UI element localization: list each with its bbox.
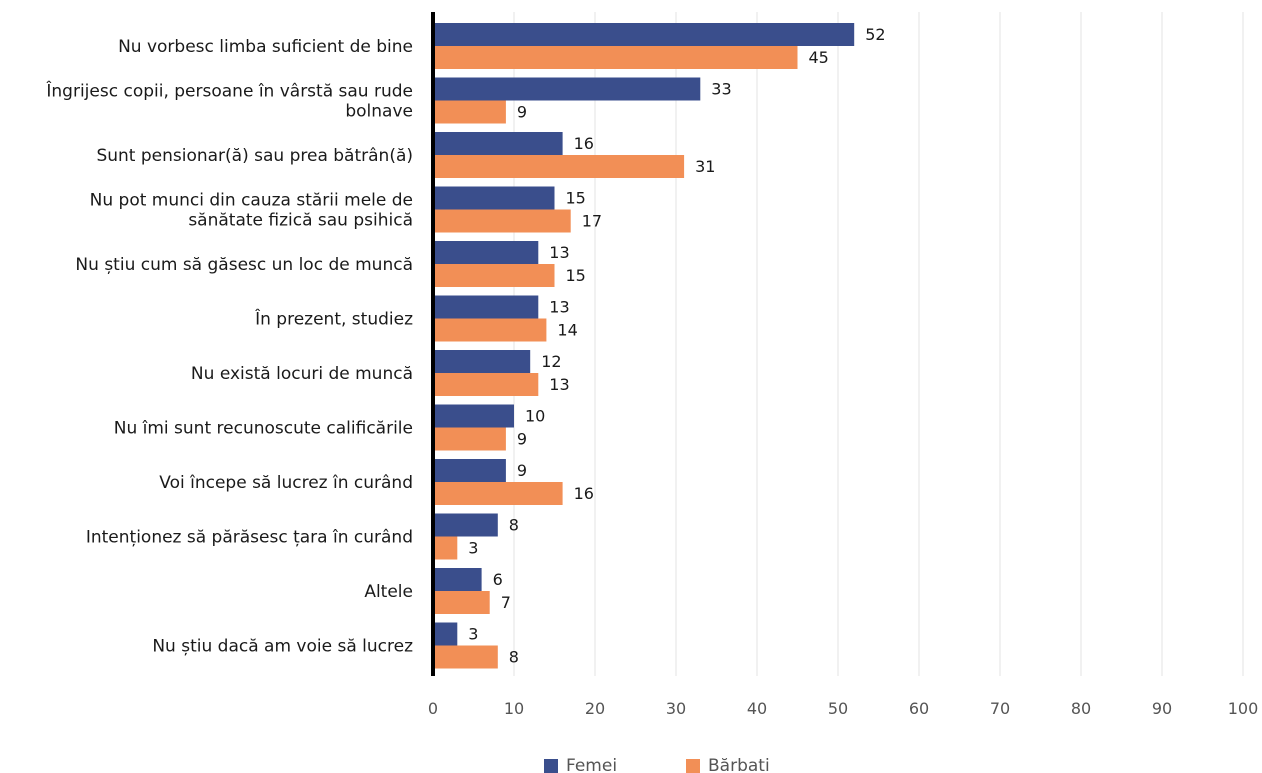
bar-femei (433, 459, 506, 482)
x-tick-label: 50 (828, 699, 848, 718)
data-label: 33 (711, 80, 731, 99)
data-label: 6 (493, 570, 503, 589)
data-label: 3 (468, 539, 478, 558)
bar-barbati (433, 373, 539, 396)
bar-femei (433, 568, 482, 591)
data-label: 12 (541, 352, 561, 371)
bar-barbati (433, 645, 498, 669)
bar-femei (433, 295, 539, 319)
x-tick-label: 60 (909, 699, 929, 718)
bars (433, 23, 855, 669)
bar-barbati (433, 318, 547, 342)
x-tick-label: 80 (1071, 699, 1091, 718)
category-label: Nu pot munci din cauza stării mele de săn… (90, 191, 413, 231)
bar-femei (433, 132, 563, 155)
category-label: Îngrijesc copii, persoane în vârstă sau … (45, 80, 413, 122)
bar-femei (433, 622, 458, 646)
data-label: 8 (509, 516, 519, 535)
bar-barbati (433, 46, 798, 69)
legend-label: Bărbati (708, 756, 770, 773)
data-label: 13 (549, 375, 569, 394)
data-label: 17 (582, 212, 602, 231)
bar-femei (433, 350, 531, 373)
bar-barbati (433, 155, 685, 178)
category-labels: Nu vorbesc limba suficient de bine Îngrij… (45, 37, 413, 657)
category-label: Nu știu dacă am voie să lucrez (152, 637, 413, 657)
data-label: 10 (525, 407, 545, 426)
x-axis-ticks: 0 10 20 30 40 50 60 70 80 90 100 (428, 699, 1258, 718)
data-label: 15 (566, 266, 586, 285)
data-label: 8 (509, 648, 519, 667)
category-label: Nu știu cum să găsesc un loc de muncă (75, 255, 413, 275)
data-label: 13 (549, 243, 569, 262)
bar-barbati (433, 427, 506, 451)
category-label: Voi începe să lucrez în curând (159, 473, 413, 493)
data-label: 13 (549, 298, 569, 317)
bar-femei (433, 513, 498, 537)
category-label: Sunt pensionar(ă) sau prea bătrân(ă) (96, 146, 413, 166)
grid-lines (513, 12, 1244, 676)
data-label: 14 (557, 321, 577, 340)
data-label: 3 (468, 625, 478, 644)
bar-barbati (433, 209, 571, 233)
bar-femei (433, 241, 539, 264)
category-label: Nu îmi sunt recunoscute calificările (114, 419, 413, 439)
bar-barbati (433, 536, 458, 560)
data-label: 16 (574, 484, 594, 503)
category-label: Nu există locuri de muncă (191, 364, 413, 384)
category-label: Intenționez să părăsesc țara în curând (86, 528, 413, 548)
bar-femei (433, 23, 855, 46)
category-label: Nu vorbesc limba suficient de bine (118, 37, 413, 57)
bar-femei (433, 186, 555, 210)
x-tick-label: 70 (990, 699, 1010, 718)
x-tick-label: 0 (428, 699, 438, 718)
bar-barbati (433, 482, 563, 505)
data-label: 31 (695, 157, 715, 176)
legend: Femei Bărbati (544, 756, 770, 773)
bar-barbati (433, 100, 506, 124)
data-label: 15 (566, 189, 586, 208)
data-label: 9 (517, 103, 527, 122)
data-label: 7 (501, 593, 511, 612)
category-label: În prezent, studiez (254, 308, 413, 330)
x-tick-label: 20 (585, 699, 605, 718)
bar-femei (433, 404, 514, 428)
bar-femei (433, 77, 701, 101)
data-label: 16 (574, 134, 594, 153)
legend-swatch (544, 759, 558, 773)
legend-swatch (686, 759, 700, 773)
x-tick-label: 100 (1228, 699, 1259, 718)
x-tick-label: 90 (1152, 699, 1172, 718)
x-tick-label: 30 (666, 699, 686, 718)
data-label: 45 (809, 48, 829, 67)
data-label: 9 (517, 461, 527, 480)
data-label: 52 (865, 25, 885, 44)
bar-barbati (433, 591, 490, 614)
x-tick-label: 40 (747, 699, 767, 718)
legend-label: Femei (566, 756, 617, 773)
category-label: Altele (364, 582, 413, 602)
x-tick-label: 10 (504, 699, 524, 718)
data-label: 9 (517, 430, 527, 449)
bar-barbati (433, 264, 555, 287)
